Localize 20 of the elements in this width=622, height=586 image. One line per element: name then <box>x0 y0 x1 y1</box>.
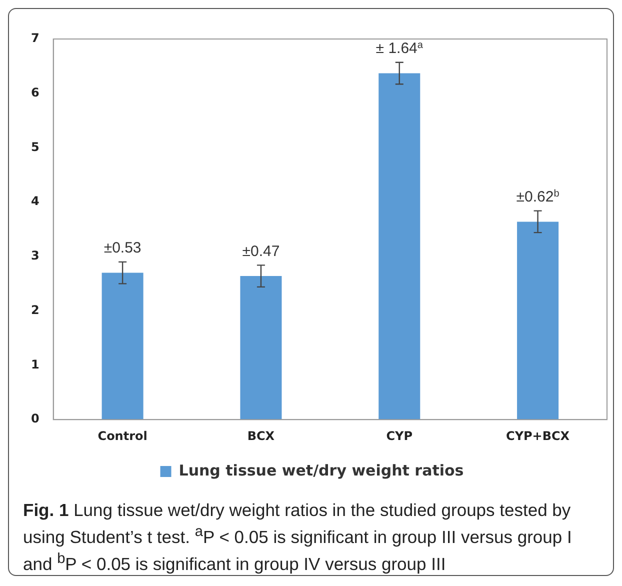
bar <box>240 276 282 420</box>
annotation: ±0.53 <box>104 240 142 257</box>
y-tick-label: 6 <box>30 85 40 100</box>
y-tick-label: 4 <box>30 194 40 208</box>
bar <box>517 222 559 420</box>
x-tick-label: BCX <box>247 428 276 443</box>
annotation: ±0.47 <box>242 242 280 260</box>
y-tick-label: 3 <box>30 248 40 263</box>
y-tick-label: 2 <box>30 302 40 317</box>
bar <box>102 272 144 420</box>
text: Fig. 1 Lung tissue wet/dry weight ratios in the studied groups tested by using Student’s t test. $^{a}$P < 0.05 is significant in group III versus group I and $^{b}$P < 0.05 is significant in group IV versus group III <box>23 500 572 574</box>
legend-label: Lung tissue wet/dry weight ratios <box>178 461 464 480</box>
bar <box>378 73 420 420</box>
y-tick-label: 0 <box>30 412 40 426</box>
y-tick-label: 5 <box>30 140 40 154</box>
y-tick-label: 1 <box>30 357 40 372</box>
x-tick-label: CYP <box>386 428 413 443</box>
x-tick-label: Control <box>98 428 148 443</box>
y-tick-label: 7 <box>30 31 40 46</box>
x-tick-label: CYP+BCX <box>506 428 570 443</box>
